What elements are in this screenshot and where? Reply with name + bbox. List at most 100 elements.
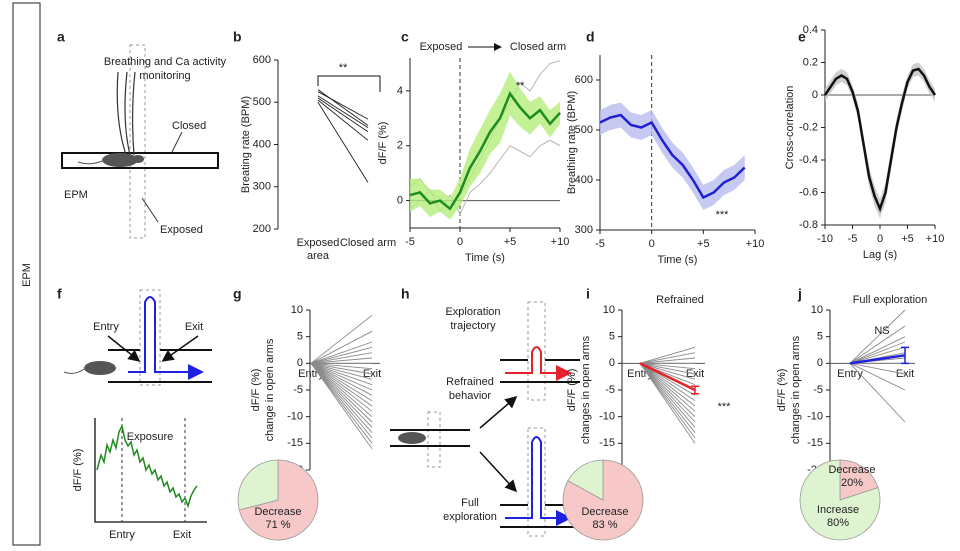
open-arm: [527, 301, 546, 401]
series-line: [310, 363, 373, 439]
x-axis-label: Lag (s): [863, 249, 897, 261]
diagram-label: Exposed: [160, 224, 203, 236]
diagram-label: Closed: [172, 120, 206, 132]
series-line: [639, 352, 696, 364]
error-band: [825, 62, 935, 219]
x-tick-label: 0: [457, 236, 463, 248]
panel-letter: g: [233, 286, 242, 302]
panel-letter: b: [233, 29, 242, 45]
arrow: [107, 335, 141, 362]
series-line: [409, 91, 561, 211]
y-tick-label: 0: [297, 357, 303, 369]
y-axis-label: changes in open arms: [790, 335, 802, 444]
y-tick-label: 0: [817, 357, 823, 369]
panel-letter: d: [586, 29, 595, 45]
y-tick-label: 2: [397, 140, 403, 152]
pie-value-label: 20%: [841, 477, 863, 489]
diagram-label: Entry: [109, 529, 135, 541]
y-tick-label: -0.4: [799, 154, 818, 166]
pie-slice: [567, 459, 604, 501]
series-line: [310, 346, 373, 364]
diagram-label: Full: [461, 497, 479, 509]
diagram-f: Entry Exit Exposure dF/F (%) Entry Exit: [63, 289, 212, 541]
series-line: [317, 91, 369, 120]
pie-value-label: 71 %: [265, 519, 290, 531]
panel-letter: e: [798, 29, 806, 45]
series-line: [639, 362, 696, 392]
series-line: [849, 354, 906, 365]
x-tick-label: -10: [817, 233, 833, 245]
y-tick-label: -10: [599, 411, 615, 423]
diagram-label: Breathing and Ca activity: [104, 56, 227, 68]
y-tick-label: 0.4: [803, 24, 818, 36]
category-text: Closed arm: [339, 237, 397, 249]
trace: [96, 423, 198, 509]
y-tick-label: -15: [807, 437, 823, 449]
series-line: [310, 352, 373, 364]
diagram-label: Exit: [173, 529, 191, 541]
series-line: [310, 362, 373, 375]
y-tick-label: 500: [253, 96, 271, 108]
y-tick-label: 0: [397, 194, 403, 206]
y-tick-label: -0.6: [799, 186, 818, 198]
y-tick-label: 600: [253, 54, 271, 66]
error-band: [410, 71, 560, 220]
series-line: [639, 362, 696, 375]
annotation: **: [339, 62, 348, 74]
y-tick-label: 4: [397, 85, 403, 97]
side-box: [12, 2, 41, 546]
y-tick-label: -5: [605, 384, 615, 396]
diagram-label: trajectory: [450, 320, 496, 332]
series-line: [310, 362, 373, 396]
mouse-tail: [77, 160, 103, 165]
x-tick-label: Exit: [686, 368, 704, 380]
y-tick-label: 0: [812, 89, 818, 101]
series-line: [849, 309, 906, 364]
y-tick-label: 300: [575, 224, 593, 236]
series-line: [310, 362, 373, 402]
open-arm: [427, 411, 441, 468]
series-line: [849, 341, 906, 364]
pie-slice: [237, 459, 279, 511]
pie-value-label: 80%: [827, 517, 849, 529]
y-tick-label: 5: [297, 331, 303, 343]
y-tick-label: -5: [813, 384, 823, 396]
x-tick-label: +5: [504, 236, 517, 248]
diagram-a: Breathing and Ca activity monitoring Clo…: [61, 44, 227, 239]
trace-axes: [94, 418, 207, 523]
series-line: [639, 357, 696, 364]
x-tick-label: Exit: [363, 368, 381, 380]
y-tick-label: 0: [609, 357, 615, 369]
mouse: [398, 432, 426, 444]
y-tick-label: -10: [807, 411, 823, 423]
y-tick-label: 10: [291, 304, 303, 316]
series-line: [317, 102, 369, 183]
error-bar: [691, 385, 699, 395]
x-tick-label: Entry: [837, 368, 863, 380]
series-line: [310, 357, 373, 364]
exposed-arm: [129, 44, 146, 239]
y-axis-label: change in open arms: [264, 338, 276, 441]
y-tick-label: 200: [253, 223, 271, 235]
pie-label: Decrease: [828, 464, 875, 476]
y-axis-label: changes in open arms: [580, 335, 592, 444]
series-line: [310, 362, 373, 391]
series-line: [599, 113, 746, 200]
open-arm: [527, 427, 546, 537]
pie-label: Decrease: [581, 506, 628, 518]
panel-letter: j: [797, 286, 802, 302]
series-line: [849, 362, 906, 391]
annotation: ***: [718, 401, 732, 413]
series-line: [317, 99, 369, 141]
diagram-label: Entry: [93, 321, 119, 333]
leader: [141, 197, 159, 223]
pie-slice: [238, 459, 319, 541]
x-tick-label: -5: [405, 236, 415, 248]
annotation: Closed arm: [510, 41, 566, 53]
series-line: [317, 89, 369, 126]
mouse: [102, 153, 138, 167]
y-tick-label: 0.2: [803, 56, 818, 68]
x-tick-label: +10: [551, 236, 570, 248]
diagram-label: exploration: [443, 511, 497, 523]
series-line: [639, 363, 696, 439]
